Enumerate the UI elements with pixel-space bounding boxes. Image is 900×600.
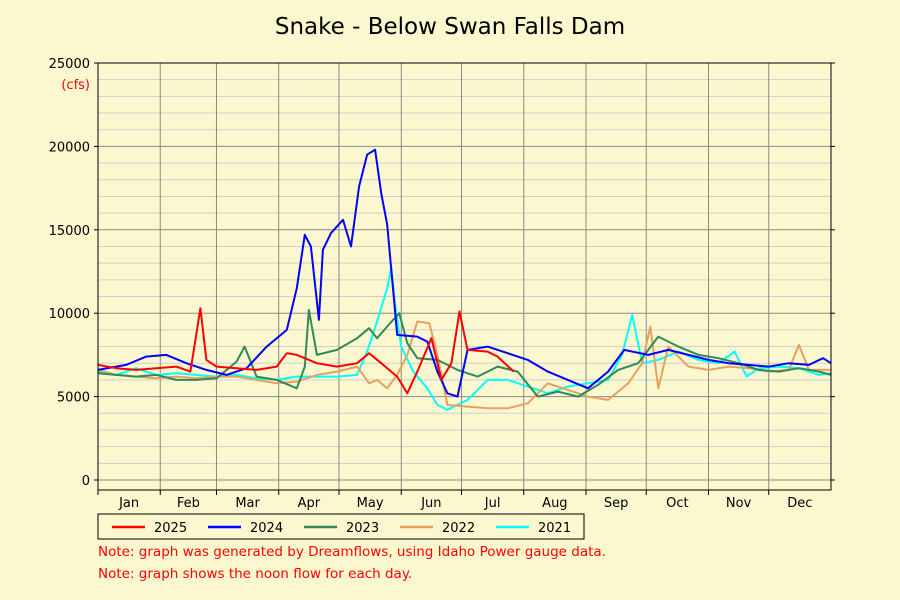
legend: 2025 2024 2023 2022 2021 (97, 513, 585, 540)
legend-label-2024: 2024 (250, 521, 283, 536)
x-tick-label: Feb (177, 496, 200, 511)
x-tick-label: Jul (484, 496, 501, 511)
series-line-2023 (97, 308, 832, 398)
series-line-2025 (97, 307, 515, 395)
x-tick-label: Oct (666, 496, 688, 511)
series-line-2024 (97, 148, 832, 398)
legend-label-2022: 2022 (442, 521, 475, 536)
legend-label-2021: 2021 (538, 521, 571, 536)
grid (98, 62, 831, 490)
series-line-2021 (97, 267, 832, 411)
note-noon-flow: Note: graph shows the noon flow for each… (98, 566, 413, 582)
x-tick-label: Nov (726, 496, 752, 511)
plot-frame (97, 62, 832, 491)
x-tick-label: Aug (542, 496, 567, 511)
axes: 0 5000 10000 15000 20000 25000 Jan Feb Mar Apr May… (49, 57, 835, 511)
x-tick-label: Jun (420, 496, 441, 511)
x-tick-label: Apr (298, 496, 321, 511)
x-tick-label: Sep (604, 496, 629, 511)
y-tick-label: 15000 (49, 224, 90, 239)
y-unit-label: (cfs) (61, 78, 90, 93)
x-tick-label: Dec (787, 496, 812, 511)
note-source: Note: graph was generated by Dreamflows,… (98, 544, 606, 560)
y-tick-label: 5000 (57, 391, 90, 406)
plot-area (98, 63, 831, 490)
series-line-2022 (97, 320, 831, 410)
legend-label-2025: 2025 (154, 521, 187, 536)
y-tick-label: 25000 (49, 57, 90, 72)
series-layer (97, 148, 832, 411)
chart-title: Snake - Below Swan Falls Dam (275, 14, 625, 40)
y-tick-label: 10000 (49, 307, 90, 322)
y-tick-label: 20000 (49, 140, 90, 155)
x-tick-label: Mar (235, 496, 260, 511)
x-tick-label: May (357, 496, 384, 511)
legend-label-2023: 2023 (346, 521, 379, 536)
x-tick-label: Jan (118, 496, 139, 511)
y-tick-label: 0 (82, 474, 90, 489)
